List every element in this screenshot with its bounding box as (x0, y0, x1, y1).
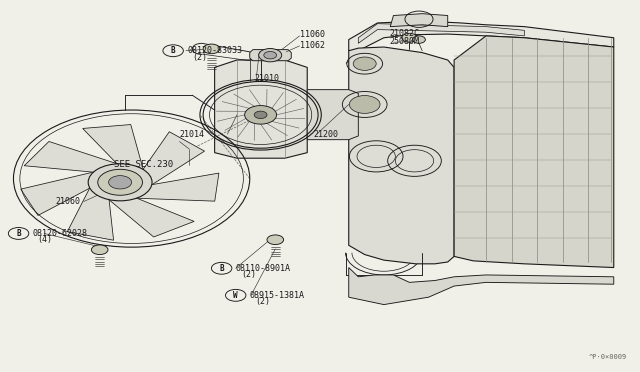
Circle shape (402, 33, 417, 42)
Text: 25080M: 25080M (389, 37, 419, 46)
Text: 21060: 21060 (55, 197, 80, 206)
Circle shape (353, 57, 376, 70)
Text: 08120-62028: 08120-62028 (33, 229, 88, 238)
Polygon shape (67, 186, 113, 240)
Polygon shape (349, 21, 614, 51)
Polygon shape (390, 14, 448, 27)
Polygon shape (214, 60, 307, 158)
Polygon shape (133, 173, 219, 201)
Circle shape (109, 176, 132, 189)
Circle shape (244, 106, 276, 124)
Polygon shape (307, 90, 358, 140)
Polygon shape (20, 171, 97, 215)
Polygon shape (349, 47, 454, 264)
Text: 21200: 21200 (314, 130, 339, 140)
Circle shape (267, 235, 284, 244)
Polygon shape (107, 198, 194, 237)
Text: W: W (234, 291, 238, 300)
Text: (2): (2) (192, 52, 207, 61)
Polygon shape (24, 141, 120, 172)
Circle shape (92, 245, 108, 254)
Text: B: B (220, 264, 224, 273)
Polygon shape (83, 125, 144, 171)
Text: 21082C: 21082C (389, 29, 419, 38)
Circle shape (349, 96, 380, 113)
Text: B: B (171, 46, 175, 55)
Circle shape (203, 44, 220, 54)
Polygon shape (142, 132, 205, 186)
Polygon shape (250, 49, 291, 61)
Text: 21010: 21010 (255, 74, 280, 83)
Text: (2): (2) (255, 297, 270, 306)
Polygon shape (349, 267, 614, 305)
Circle shape (259, 48, 282, 62)
Text: ^P·0×0009: ^P·0×0009 (588, 354, 627, 360)
Polygon shape (454, 36, 614, 267)
Text: (4): (4) (38, 235, 52, 244)
Text: SEE SEC.230: SEE SEC.230 (115, 160, 173, 169)
Text: 21014: 21014 (179, 129, 205, 139)
Text: 08120-83033: 08120-83033 (187, 46, 242, 55)
Circle shape (264, 51, 276, 59)
Circle shape (413, 36, 426, 43)
Circle shape (254, 111, 267, 119)
Text: 08110-8901A: 08110-8901A (236, 264, 291, 273)
Text: 11062: 11062 (300, 41, 324, 51)
Text: 08915-1381A: 08915-1381A (250, 291, 305, 300)
Text: B: B (16, 229, 21, 238)
Polygon shape (358, 24, 524, 43)
Text: (2): (2) (241, 270, 256, 279)
Circle shape (88, 164, 152, 201)
Text: 11060: 11060 (300, 30, 324, 39)
Circle shape (98, 169, 143, 195)
